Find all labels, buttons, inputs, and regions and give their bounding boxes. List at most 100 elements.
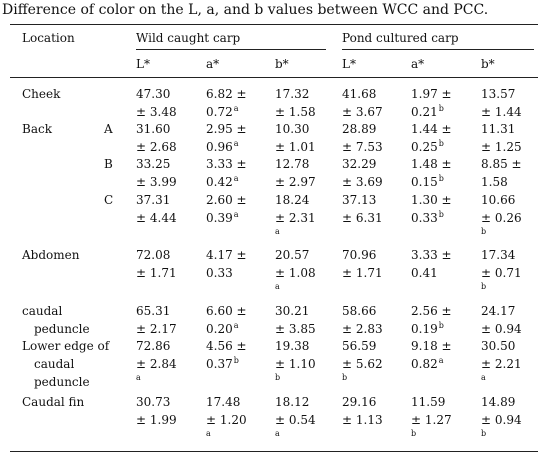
row-sublabel: C — [104, 193, 114, 207]
significance-letter: b — [438, 321, 444, 330]
table-top-rule — [10, 24, 538, 25]
cell-sd: ± 1.10 — [275, 357, 316, 371]
cell-value: 18.12 — [275, 395, 310, 409]
cell-value: 30.21 — [275, 304, 310, 318]
row-label: peduncle — [34, 322, 90, 336]
row-label: Caudal fin — [22, 395, 85, 409]
cell-sd: ± 3.85 — [275, 322, 316, 336]
row-label: peduncle — [34, 375, 90, 389]
significance-letter: a — [275, 227, 280, 236]
cell-sd: ± 0.26 — [481, 211, 522, 225]
cell-value: 72.08 — [136, 248, 171, 262]
cell-sd: 0.37b — [206, 356, 239, 371]
cell-value: 3.33 ± — [411, 248, 452, 262]
cell-value: 13.57 — [481, 87, 516, 101]
cell-value: 6.60 ± — [206, 304, 247, 318]
cell-value: 56.59 — [342, 339, 377, 353]
cell-sd: ± 2.83 — [342, 322, 383, 336]
cell-sd: 0.96a — [206, 139, 239, 154]
cell-value: 8.85 ± — [481, 157, 522, 171]
column-header: L* — [342, 57, 356, 71]
cell-value: 4.56 ± — [206, 339, 247, 353]
significance-letter: b — [481, 227, 487, 236]
cell-sd: ± 2.97 — [275, 175, 316, 189]
cell-sd: ± 6.31 — [342, 211, 383, 225]
cell-sd: ± 3.99 — [136, 175, 177, 189]
cell-sd: 0.15b — [411, 174, 444, 189]
significance-letter: b — [438, 210, 444, 219]
cell-sd: ± 1.71 — [342, 266, 383, 280]
cell-value: 20.57 — [275, 248, 310, 262]
cell-sd: ± 1.27 — [411, 413, 452, 427]
cell-sd: ± 0.94 — [481, 322, 522, 336]
row-sublabel: A — [104, 122, 113, 136]
significance-letter: b — [438, 139, 444, 148]
column-header: a* — [206, 57, 220, 71]
significance-letter: a — [233, 104, 239, 113]
cell-value: 10.30 — [275, 122, 310, 136]
cell-sd: ± 3.48 — [136, 105, 177, 119]
cell-sd: ± 1.08 — [275, 266, 316, 280]
cell-sd: ± 1.01 — [275, 140, 316, 154]
cell-sd: 0.20a — [206, 321, 239, 336]
significance-letter: a — [275, 282, 280, 291]
significance-letter: b — [411, 429, 417, 438]
cell-sd: 0.82a — [411, 356, 444, 371]
significance-letter: a — [233, 174, 239, 183]
cell-sd: ± 3.67 — [342, 105, 383, 119]
cell-value: 37.31 — [136, 193, 171, 207]
cell-sd: ± 1.71 — [136, 266, 177, 280]
cell-sd: ± 1.58 — [275, 105, 316, 119]
cell-value: 72.86 — [136, 339, 171, 353]
significance-letter: b — [481, 282, 487, 291]
cell-value: 19.38 — [275, 339, 310, 353]
cell-value: 47.30 — [136, 87, 171, 101]
cell-sd: 0.72a — [206, 104, 239, 119]
cell-value: 3.33 ± — [206, 157, 247, 171]
cell-value: 4.17 ± — [206, 248, 247, 262]
cell-value: 17.34 — [481, 248, 516, 262]
cell-sd: 0.33 — [206, 266, 233, 280]
cell-sd: 1.58 — [481, 175, 508, 189]
cell-sd: ± 2.21 — [481, 357, 522, 371]
significance-letter: a — [438, 356, 444, 365]
cell-value: 32.29 — [342, 157, 377, 171]
table-bottom-rule — [10, 451, 538, 452]
significance-letter: a — [136, 373, 141, 382]
column-header: L* — [136, 57, 150, 71]
cell-value: 10.66 — [481, 193, 516, 207]
cell-sd: ± 0.71 — [481, 266, 522, 280]
cell-value: 37.13 — [342, 193, 377, 207]
significance-letter: b — [233, 356, 239, 365]
cell-sd: 0.19b — [411, 321, 444, 336]
row-label: Abdomen — [22, 248, 80, 262]
cell-sd: ± 2.84 — [136, 357, 177, 371]
header-location: Location — [22, 31, 75, 45]
header-group-pond: Pond cultured carp — [342, 31, 459, 45]
cell-value: 9.18 ± — [411, 339, 452, 353]
cell-sd: 0.25b — [411, 139, 444, 154]
cell-value: 12.78 — [275, 157, 310, 171]
significance-letter: a — [206, 429, 211, 438]
cell-sd: ± 1.20 — [206, 413, 247, 427]
header-rule — [10, 77, 538, 78]
cell-value: 30.73 — [136, 395, 171, 409]
cell-value: 17.48 — [206, 395, 241, 409]
cell-value: 1.44 ± — [411, 122, 452, 136]
cell-value: 31.60 — [136, 122, 171, 136]
cell-value: 1.97 ± — [411, 87, 452, 101]
significance-letter: b — [481, 429, 487, 438]
cell-value: 29.16 — [342, 395, 377, 409]
cell-value: 6.82 ± — [206, 87, 247, 101]
cell-sd: 0.39a — [206, 210, 239, 225]
cell-value: 17.32 — [275, 87, 310, 101]
row-label: caudal — [22, 304, 63, 318]
cell-value: 65.31 — [136, 304, 171, 318]
cell-sd: ± 1.13 — [342, 413, 383, 427]
significance-letter: b — [275, 373, 281, 382]
significance-letter: a — [233, 139, 239, 148]
row-label: Lower edge of — [22, 339, 110, 353]
cell-sd: 0.42a — [206, 174, 239, 189]
cell-sd: ± 0.94 — [481, 413, 522, 427]
cell-sd: ± 2.31 — [275, 211, 316, 225]
